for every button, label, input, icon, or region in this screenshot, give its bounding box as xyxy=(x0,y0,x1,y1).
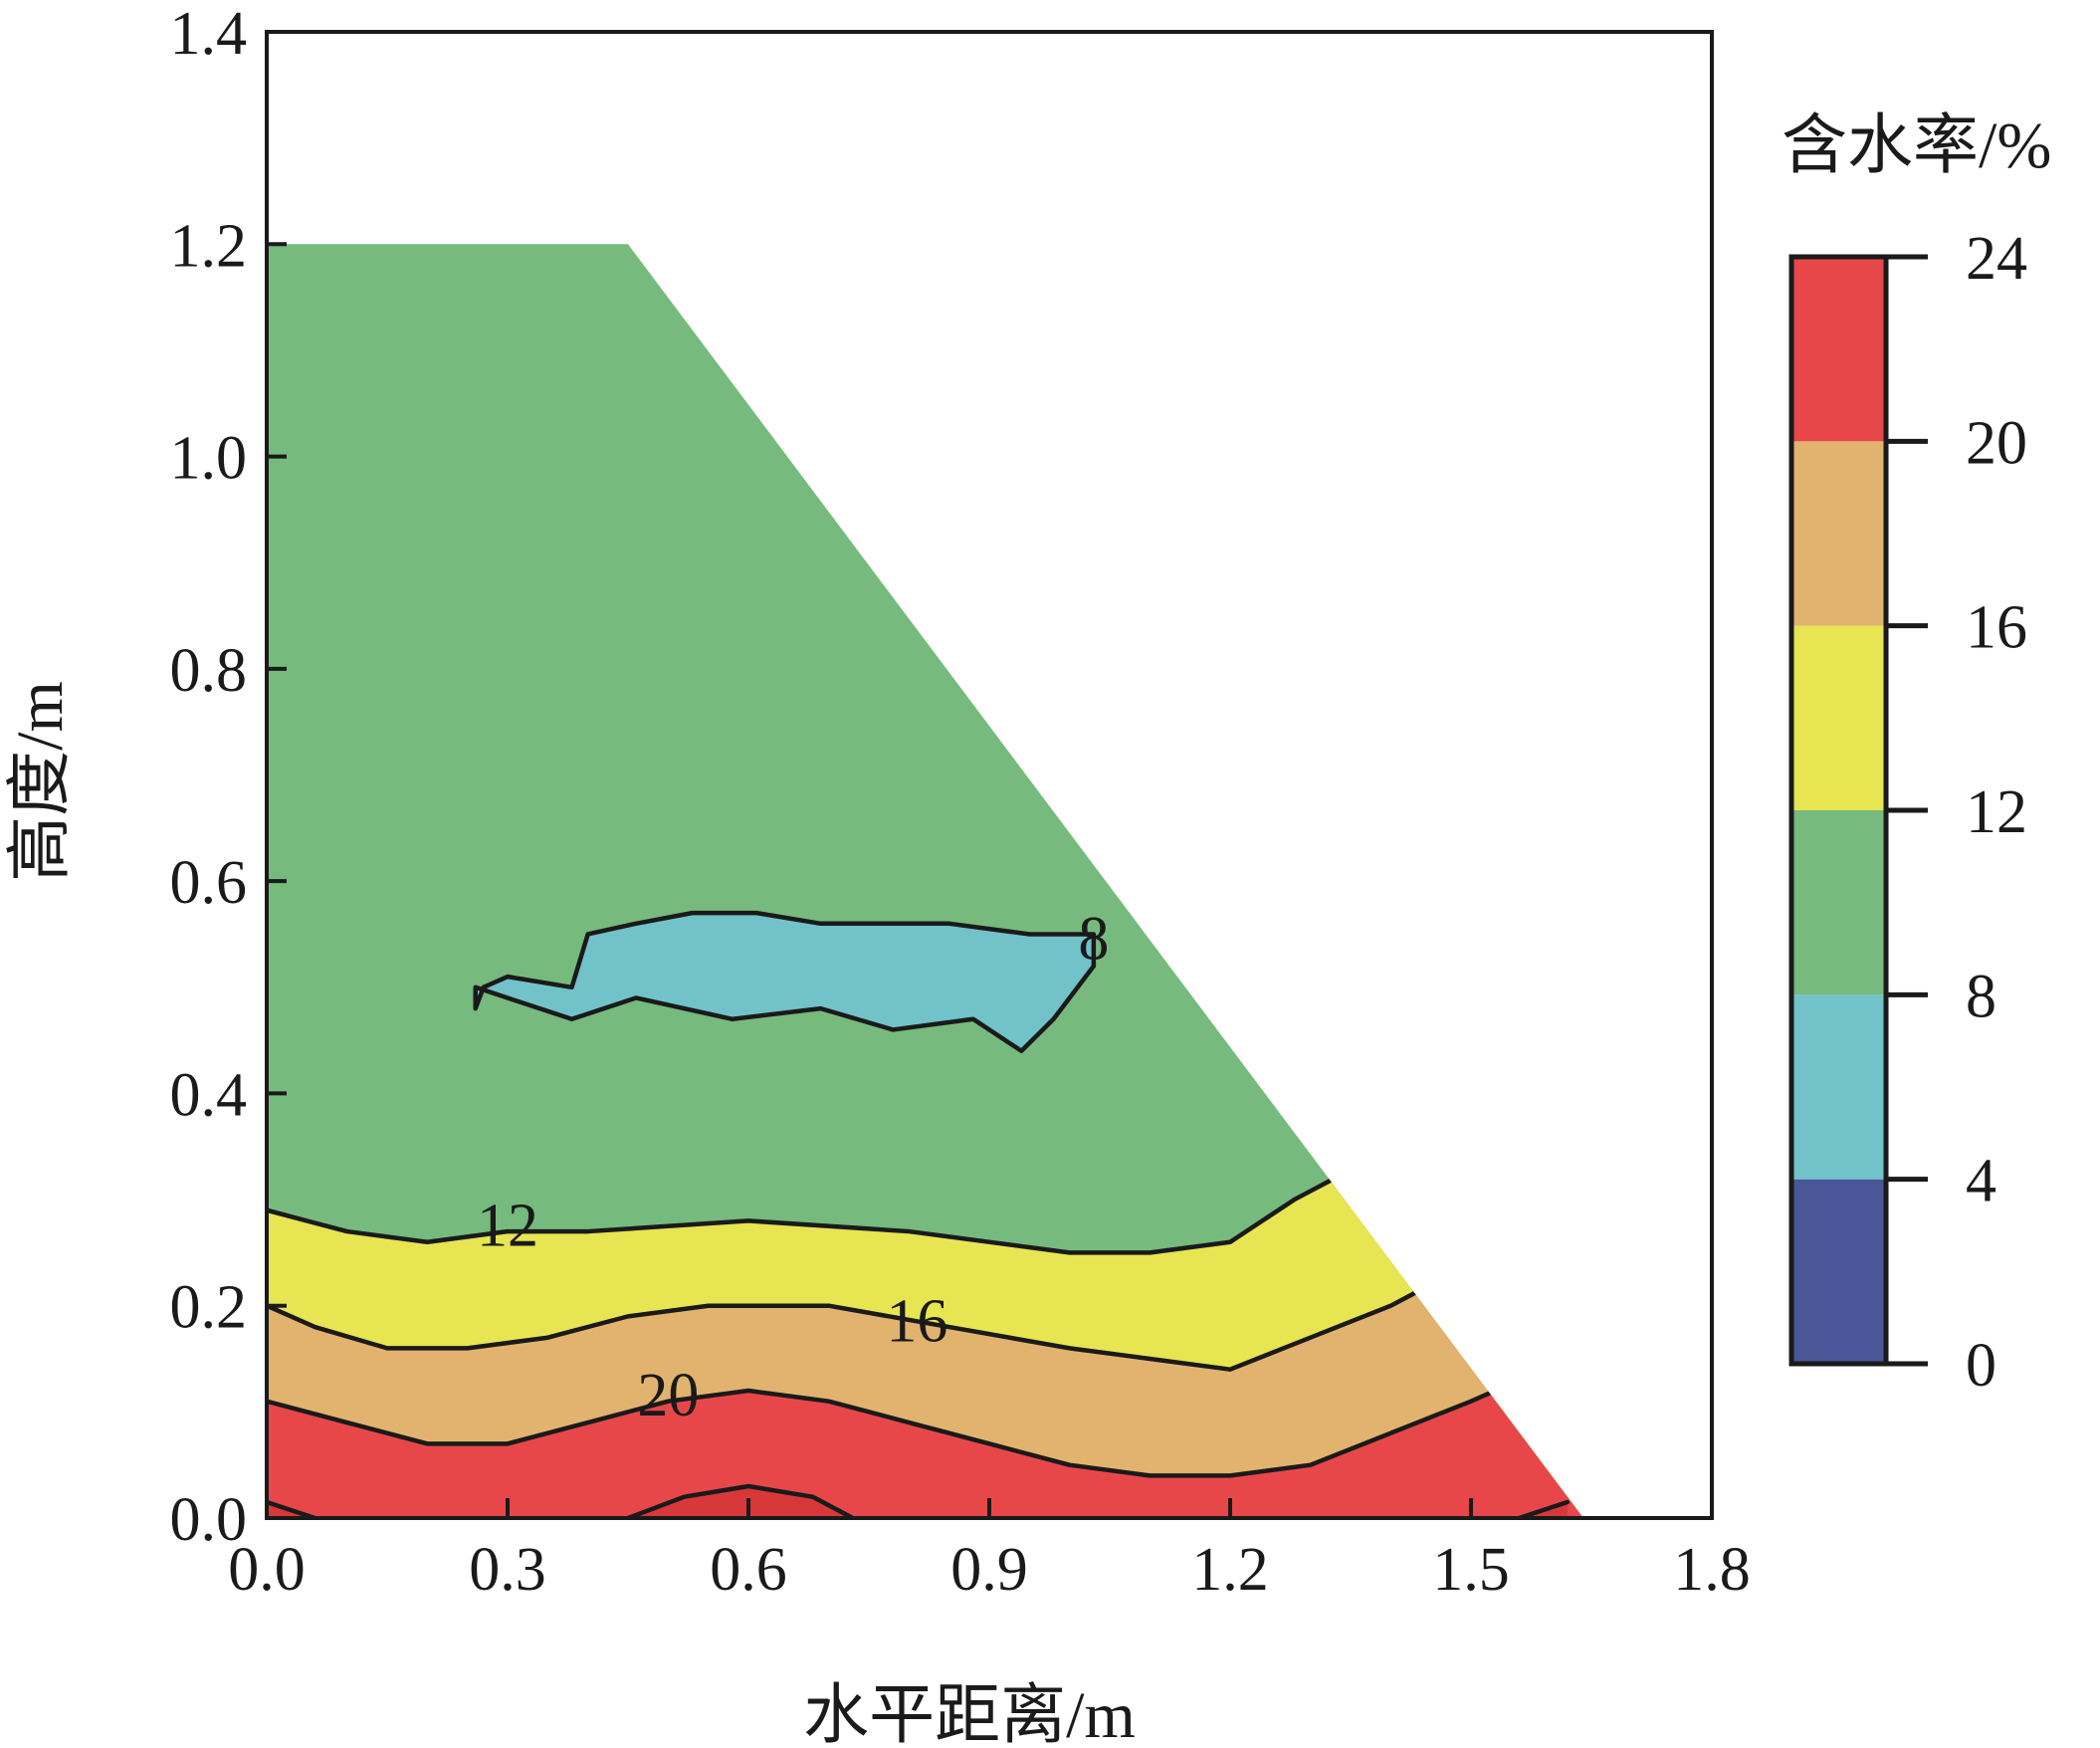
colorbar-swatch-20 xyxy=(1791,257,1886,442)
band-4-8 xyxy=(475,913,1094,1051)
moisture-field xyxy=(267,244,1583,1518)
y-tick-label: 0.8 xyxy=(170,637,248,705)
y-tick-label: 0.6 xyxy=(170,849,248,917)
contour-label-20: 20 xyxy=(637,1362,699,1429)
contour-labels: 8 12 16 20 xyxy=(477,905,1109,1429)
contour-line-24-6 xyxy=(1517,1499,1571,1518)
contour-label-8: 8 xyxy=(1078,905,1109,973)
colorbar-swatch-16 xyxy=(1791,441,1886,626)
colorbar-swatch-8 xyxy=(1791,810,1886,995)
contour-lines xyxy=(267,910,1571,1518)
contour-line-20-3 xyxy=(267,1388,1498,1478)
contour-label-12: 12 xyxy=(477,1192,538,1259)
colorbar-tick-label: 20 xyxy=(1966,409,2027,477)
contour-label-16: 16 xyxy=(886,1287,947,1355)
y-axis: 0.0 0.2 0.4 0.6 0.8 1.0 1.2 1.4 xyxy=(170,0,287,1554)
colorbar-swatch-0 xyxy=(1791,1179,1886,1364)
colorbar-swatch-4 xyxy=(1791,994,1886,1180)
x-tick-label: 1.2 xyxy=(1191,1536,1269,1604)
x-tick-label: 0.0 xyxy=(228,1536,306,1604)
contour-line-16-2 xyxy=(267,1282,1433,1372)
x-tick-label: 0.9 xyxy=(950,1536,1028,1604)
y-tick-label: 0.4 xyxy=(170,1061,248,1129)
colorbar-tick-label: 4 xyxy=(1966,1148,1996,1215)
colorbar-tick-label: 8 xyxy=(1966,963,1996,1030)
band-20-24 xyxy=(267,1327,1583,1518)
contour-line-24-5 xyxy=(625,1483,856,1518)
contour-line-8-0 xyxy=(473,910,1097,1054)
colorbar-swatch-12 xyxy=(1791,625,1886,810)
y-axis-title: 高度/m xyxy=(4,681,77,882)
contour-line-12-1 xyxy=(267,1176,1338,1255)
colorbar: 含水率/% 0 4 8 12 16 20 24 xyxy=(1782,109,2051,1400)
colorbar-tick-label: 12 xyxy=(1966,778,2027,846)
y-tick-label: 1.2 xyxy=(170,212,248,280)
colorbar-tick-label: 16 xyxy=(1966,594,2027,662)
y-tick-label: 0.2 xyxy=(170,1274,248,1342)
x-tick-label: 1.8 xyxy=(1673,1536,1751,1604)
x-axis: 0.0 0.3 0.6 0.9 1.2 1.5 1.8 xyxy=(228,1498,1751,1604)
x-tick-label: 0.3 xyxy=(469,1536,546,1604)
colorbar-tick-label: 24 xyxy=(1966,225,2027,293)
band-24-pocket-2 xyxy=(1519,1502,1568,1518)
x-axis-title: 水平距离/m xyxy=(803,1679,1136,1748)
colorbar-title: 含水率/% xyxy=(1782,109,2051,182)
colorbar-tick-label: 0 xyxy=(1966,1332,1996,1400)
y-tick-label: 1.4 xyxy=(170,0,248,68)
band-24-pocket-0 xyxy=(267,1502,315,1518)
y-tick-label: 1.0 xyxy=(170,425,248,493)
y-tick-label: 0.0 xyxy=(170,1486,248,1554)
contour-line-24-4 xyxy=(267,1499,317,1518)
x-tick-label: 1.5 xyxy=(1432,1536,1510,1604)
x-tick-label: 0.6 xyxy=(710,1536,787,1604)
